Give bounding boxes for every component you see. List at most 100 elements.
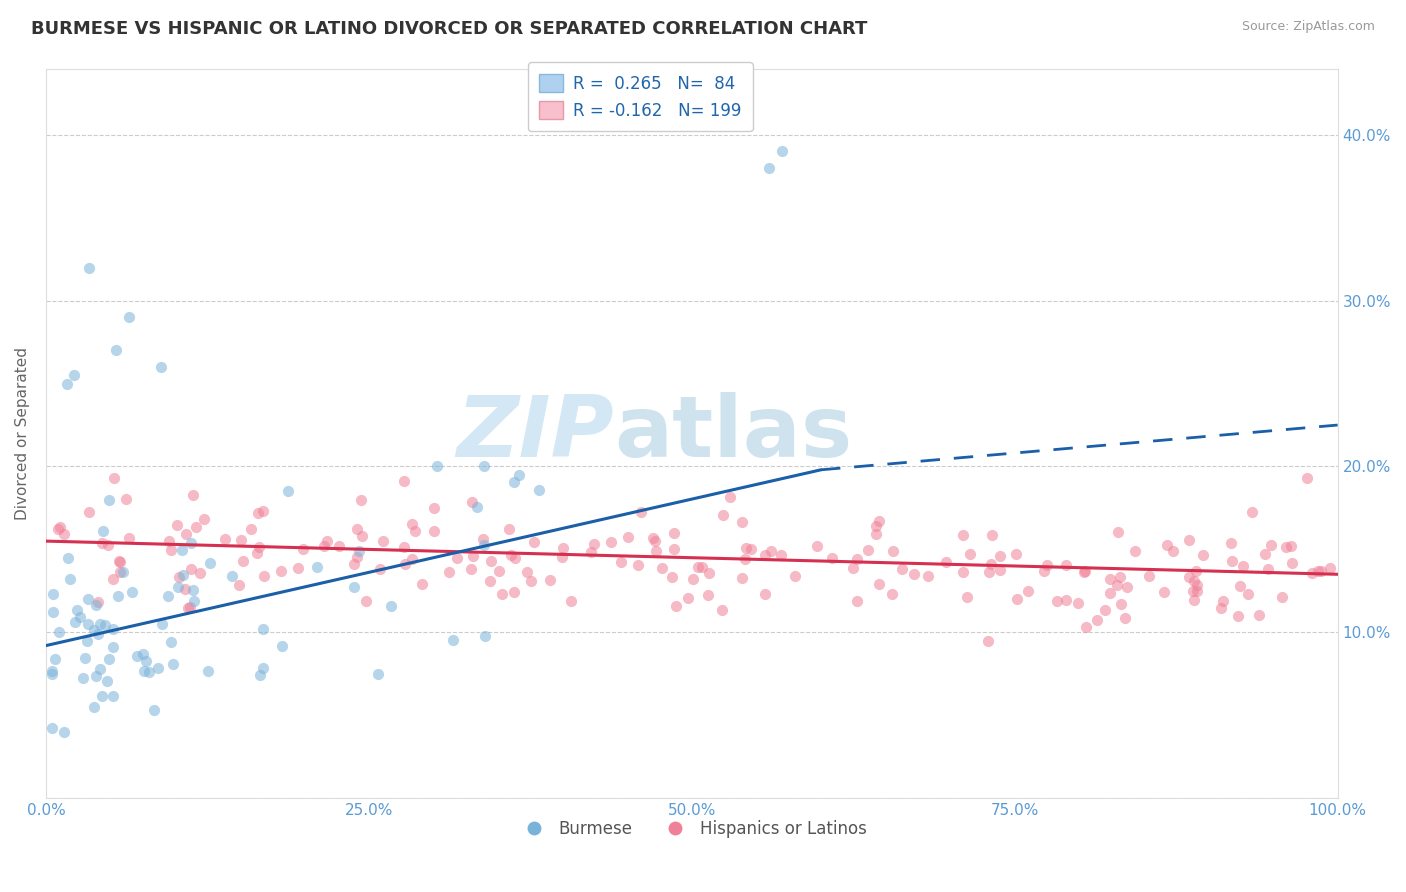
Point xyxy=(1067,596,1090,610)
Point xyxy=(270,564,292,578)
Point xyxy=(1056,593,1078,607)
Point xyxy=(759,543,782,558)
Point xyxy=(166,517,188,532)
Point xyxy=(1178,533,1201,548)
Point xyxy=(101,689,124,703)
Point xyxy=(955,591,977,605)
Point xyxy=(696,588,718,602)
Point xyxy=(108,565,131,579)
Point xyxy=(97,538,120,552)
Point xyxy=(935,555,957,569)
Point xyxy=(371,533,394,548)
Point xyxy=(769,548,792,562)
Point xyxy=(446,551,468,566)
Point xyxy=(1271,590,1294,604)
Point xyxy=(307,559,329,574)
Point xyxy=(1185,564,1208,578)
Point xyxy=(89,662,111,676)
Point xyxy=(977,633,1000,648)
Point xyxy=(249,667,271,681)
Point xyxy=(1260,538,1282,552)
Point xyxy=(439,565,461,579)
Point xyxy=(411,577,433,591)
Point xyxy=(508,467,530,482)
Point xyxy=(441,633,464,648)
Point xyxy=(426,459,449,474)
Point xyxy=(676,591,699,606)
Point xyxy=(754,548,776,562)
Point xyxy=(91,524,114,539)
Point xyxy=(312,539,335,553)
Point xyxy=(162,657,184,672)
Point xyxy=(173,582,195,596)
Point xyxy=(1156,538,1178,552)
Point xyxy=(980,557,1002,571)
Point xyxy=(1212,594,1234,608)
Point xyxy=(423,524,446,538)
Point xyxy=(868,514,890,528)
Point xyxy=(91,536,114,550)
Point xyxy=(1005,591,1028,606)
Point xyxy=(93,617,115,632)
Point xyxy=(214,533,236,547)
Point xyxy=(97,652,120,666)
Point xyxy=(1094,602,1116,616)
Point xyxy=(354,594,377,608)
Point xyxy=(488,564,510,578)
Point xyxy=(142,703,165,717)
Point xyxy=(1161,544,1184,558)
Point xyxy=(1073,565,1095,579)
Point xyxy=(527,483,550,497)
Point xyxy=(734,551,756,566)
Point xyxy=(1187,583,1209,598)
Point xyxy=(959,547,981,561)
Point xyxy=(1153,585,1175,599)
Point xyxy=(77,505,100,519)
Point xyxy=(101,640,124,654)
Point xyxy=(271,639,294,653)
Point xyxy=(246,546,269,560)
Point xyxy=(179,600,201,615)
Point xyxy=(200,556,222,570)
Point xyxy=(754,587,776,601)
Point xyxy=(697,566,720,581)
Point xyxy=(229,533,252,547)
Point xyxy=(1017,583,1039,598)
Point xyxy=(181,488,204,502)
Point xyxy=(159,543,181,558)
Point xyxy=(172,568,194,582)
Point xyxy=(350,529,373,543)
Point xyxy=(401,516,423,531)
Point xyxy=(346,550,368,565)
Point xyxy=(44,652,66,666)
Point xyxy=(150,616,173,631)
Point xyxy=(101,573,124,587)
Point xyxy=(46,522,69,536)
Point xyxy=(75,650,97,665)
Point xyxy=(394,557,416,571)
Point xyxy=(610,555,633,569)
Point xyxy=(472,533,495,547)
Point xyxy=(560,594,582,608)
Point xyxy=(735,541,758,556)
Point xyxy=(114,491,136,506)
Point xyxy=(579,545,602,559)
Point xyxy=(868,576,890,591)
Point xyxy=(343,580,366,594)
Point xyxy=(720,490,742,504)
Point xyxy=(350,493,373,508)
Point xyxy=(644,544,666,558)
Point xyxy=(1181,584,1204,599)
Point xyxy=(1309,564,1331,578)
Point xyxy=(41,721,63,735)
Point xyxy=(1114,611,1136,625)
Point xyxy=(180,562,202,576)
Point xyxy=(89,617,111,632)
Point xyxy=(138,665,160,680)
Point xyxy=(125,648,148,663)
Point xyxy=(48,625,70,640)
Point xyxy=(882,586,904,600)
Point xyxy=(84,599,107,613)
Text: Source: ZipAtlas.com: Source: ZipAtlas.com xyxy=(1241,20,1375,33)
Point xyxy=(630,506,652,520)
